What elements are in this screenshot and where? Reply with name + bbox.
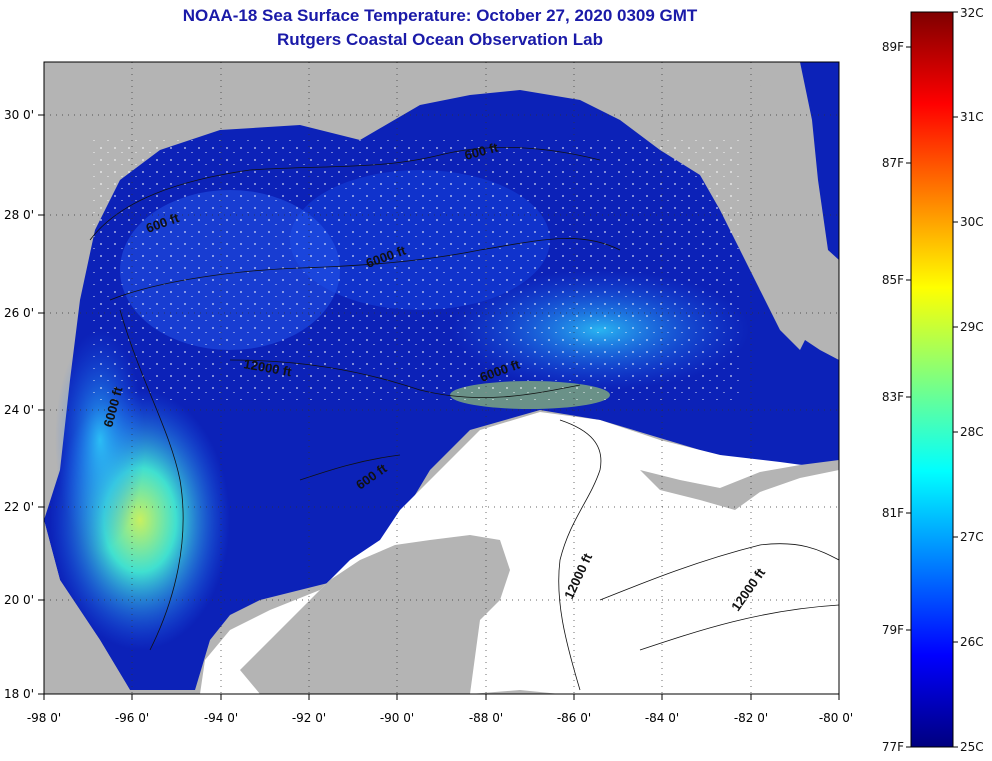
colorbar-fahrenheit-label: 85F	[882, 273, 904, 287]
lat-tick-label: 18 0'	[4, 687, 34, 701]
lat-tick-label: 22 0'	[4, 500, 34, 514]
colorbar-fahrenheit-label: 77F	[882, 740, 904, 754]
lon-tick-label: -98 0'	[27, 711, 61, 725]
lon-tick-label: -84 0'	[645, 711, 679, 725]
lon-tick-label: -90 0'	[380, 711, 414, 725]
contour-12000ft-south	[558, 419, 602, 691]
colorbar-celsius-label: 28C	[960, 425, 984, 439]
colorbar-fahrenheit-label: 89F	[882, 40, 904, 54]
lat-tick-label: 30 0'	[4, 108, 34, 122]
contour-6000ft-north	[109, 238, 621, 301]
colorbar-fahrenheit-label: 87F	[882, 156, 904, 170]
cloud-speckle	[90, 140, 740, 400]
lon-tick-label: -82 0'	[734, 711, 768, 725]
map-title: NOAA-18 Sea Surface Temperature: October…	[182, 6, 698, 25]
map-subtitle: Rutgers Coastal Ocean Observation Lab	[277, 30, 603, 49]
contour-campeche	[299, 454, 401, 481]
colorbar-celsius-label: 31C	[960, 110, 984, 124]
colorbar-celsius-label: 29C	[960, 320, 984, 334]
colorbar-fahrenheit-label: 83F	[882, 390, 904, 404]
florida-peninsula	[700, 62, 839, 350]
longitude-axis: -98 0' -96 0' -94 0' -92 0' -90 0' -88 0…	[27, 711, 853, 725]
lon-tick-label: -88 0'	[469, 711, 503, 725]
yucatan-landmass	[240, 535, 510, 694]
atlantic-water	[800, 62, 839, 260]
bathymetry-contours	[89, 146, 839, 691]
lon-tick-label: -94 0'	[204, 711, 238, 725]
map-frame	[43, 61, 840, 695]
colorbar-celsius-label: 25C	[960, 740, 984, 754]
colorbar-fahrenheit-label: 81F	[882, 506, 904, 520]
latitude-axis: 18 0' 20 0' 22 0' 24 0' 26 0' 28 0' 30 0…	[4, 108, 34, 701]
mexico-landmass	[44, 520, 130, 694]
colorbar-fahrenheit-label: 79F	[882, 623, 904, 637]
lat-tick-label: 24 0'	[4, 403, 34, 417]
lon-tick-label: -92 0'	[292, 711, 326, 725]
lon-tick-label: -86 0'	[557, 711, 591, 725]
map-panel: 600 ft 600 ft 6000 ft 12000 ft 6000 ft 6…	[44, 62, 839, 694]
axis-ticks	[38, 114, 840, 700]
contour-caribbean	[599, 543, 839, 601]
lat-tick-label: 20 0'	[4, 593, 34, 607]
colorbar-celsius-label: 26C	[960, 635, 984, 649]
contour-caribbean-2	[639, 604, 839, 651]
lon-tick-label: -80 0'	[819, 711, 853, 725]
lat-tick-label: 26 0'	[4, 306, 34, 320]
map-gridlines	[44, 62, 839, 694]
lon-tick-label: -96 0'	[115, 711, 149, 725]
lat-tick-label: 28 0'	[4, 208, 34, 222]
colorbar-celsius-label: 30C	[960, 215, 984, 229]
cuba-landmass	[640, 460, 839, 510]
colorbar-celsius-label: 32C	[960, 6, 984, 20]
colorbar-celsius-label: 27C	[960, 530, 984, 544]
contour-12000ft	[229, 359, 581, 399]
contour-600ft-north	[89, 146, 601, 241]
temperature-colorbar: 32C 31C 30C 29C 28C 27C 26C 25C 89F 87F …	[882, 6, 984, 754]
colorbar-gradient	[910, 11, 954, 748]
contour-6000ft-west	[119, 309, 184, 651]
